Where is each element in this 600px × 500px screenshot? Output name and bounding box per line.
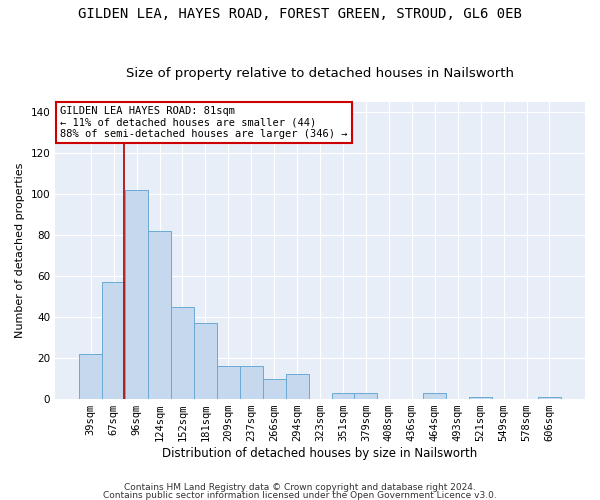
Bar [286, 374, 308, 399]
Bar [217, 366, 240, 399]
Text: GILDEN LEA, HAYES ROAD, FOREST GREEN, STROUD, GL6 0EB: GILDEN LEA, HAYES ROAD, FOREST GREEN, ST… [78, 8, 522, 22]
Bar [469, 397, 492, 399]
X-axis label: Distribution of detached houses by size in Nailsworth: Distribution of detached houses by size … [163, 447, 478, 460]
Text: GILDEN LEA HAYES ROAD: 81sqm
← 11% of detached houses are smaller (44)
88% of se: GILDEN LEA HAYES ROAD: 81sqm ← 11% of de… [61, 106, 348, 139]
Bar [263, 378, 286, 399]
Bar [102, 282, 125, 399]
Text: Contains public sector information licensed under the Open Government Licence v3: Contains public sector information licen… [103, 490, 497, 500]
Bar [538, 397, 561, 399]
Y-axis label: Number of detached properties: Number of detached properties [15, 162, 25, 338]
Bar [125, 190, 148, 399]
Bar [332, 393, 355, 399]
Bar [171, 306, 194, 399]
Bar [194, 323, 217, 399]
Bar [355, 393, 377, 399]
Bar [423, 393, 446, 399]
Bar [240, 366, 263, 399]
Bar [148, 231, 171, 399]
Title: Size of property relative to detached houses in Nailsworth: Size of property relative to detached ho… [126, 66, 514, 80]
Text: Contains HM Land Registry data © Crown copyright and database right 2024.: Contains HM Land Registry data © Crown c… [124, 484, 476, 492]
Bar [79, 354, 102, 399]
